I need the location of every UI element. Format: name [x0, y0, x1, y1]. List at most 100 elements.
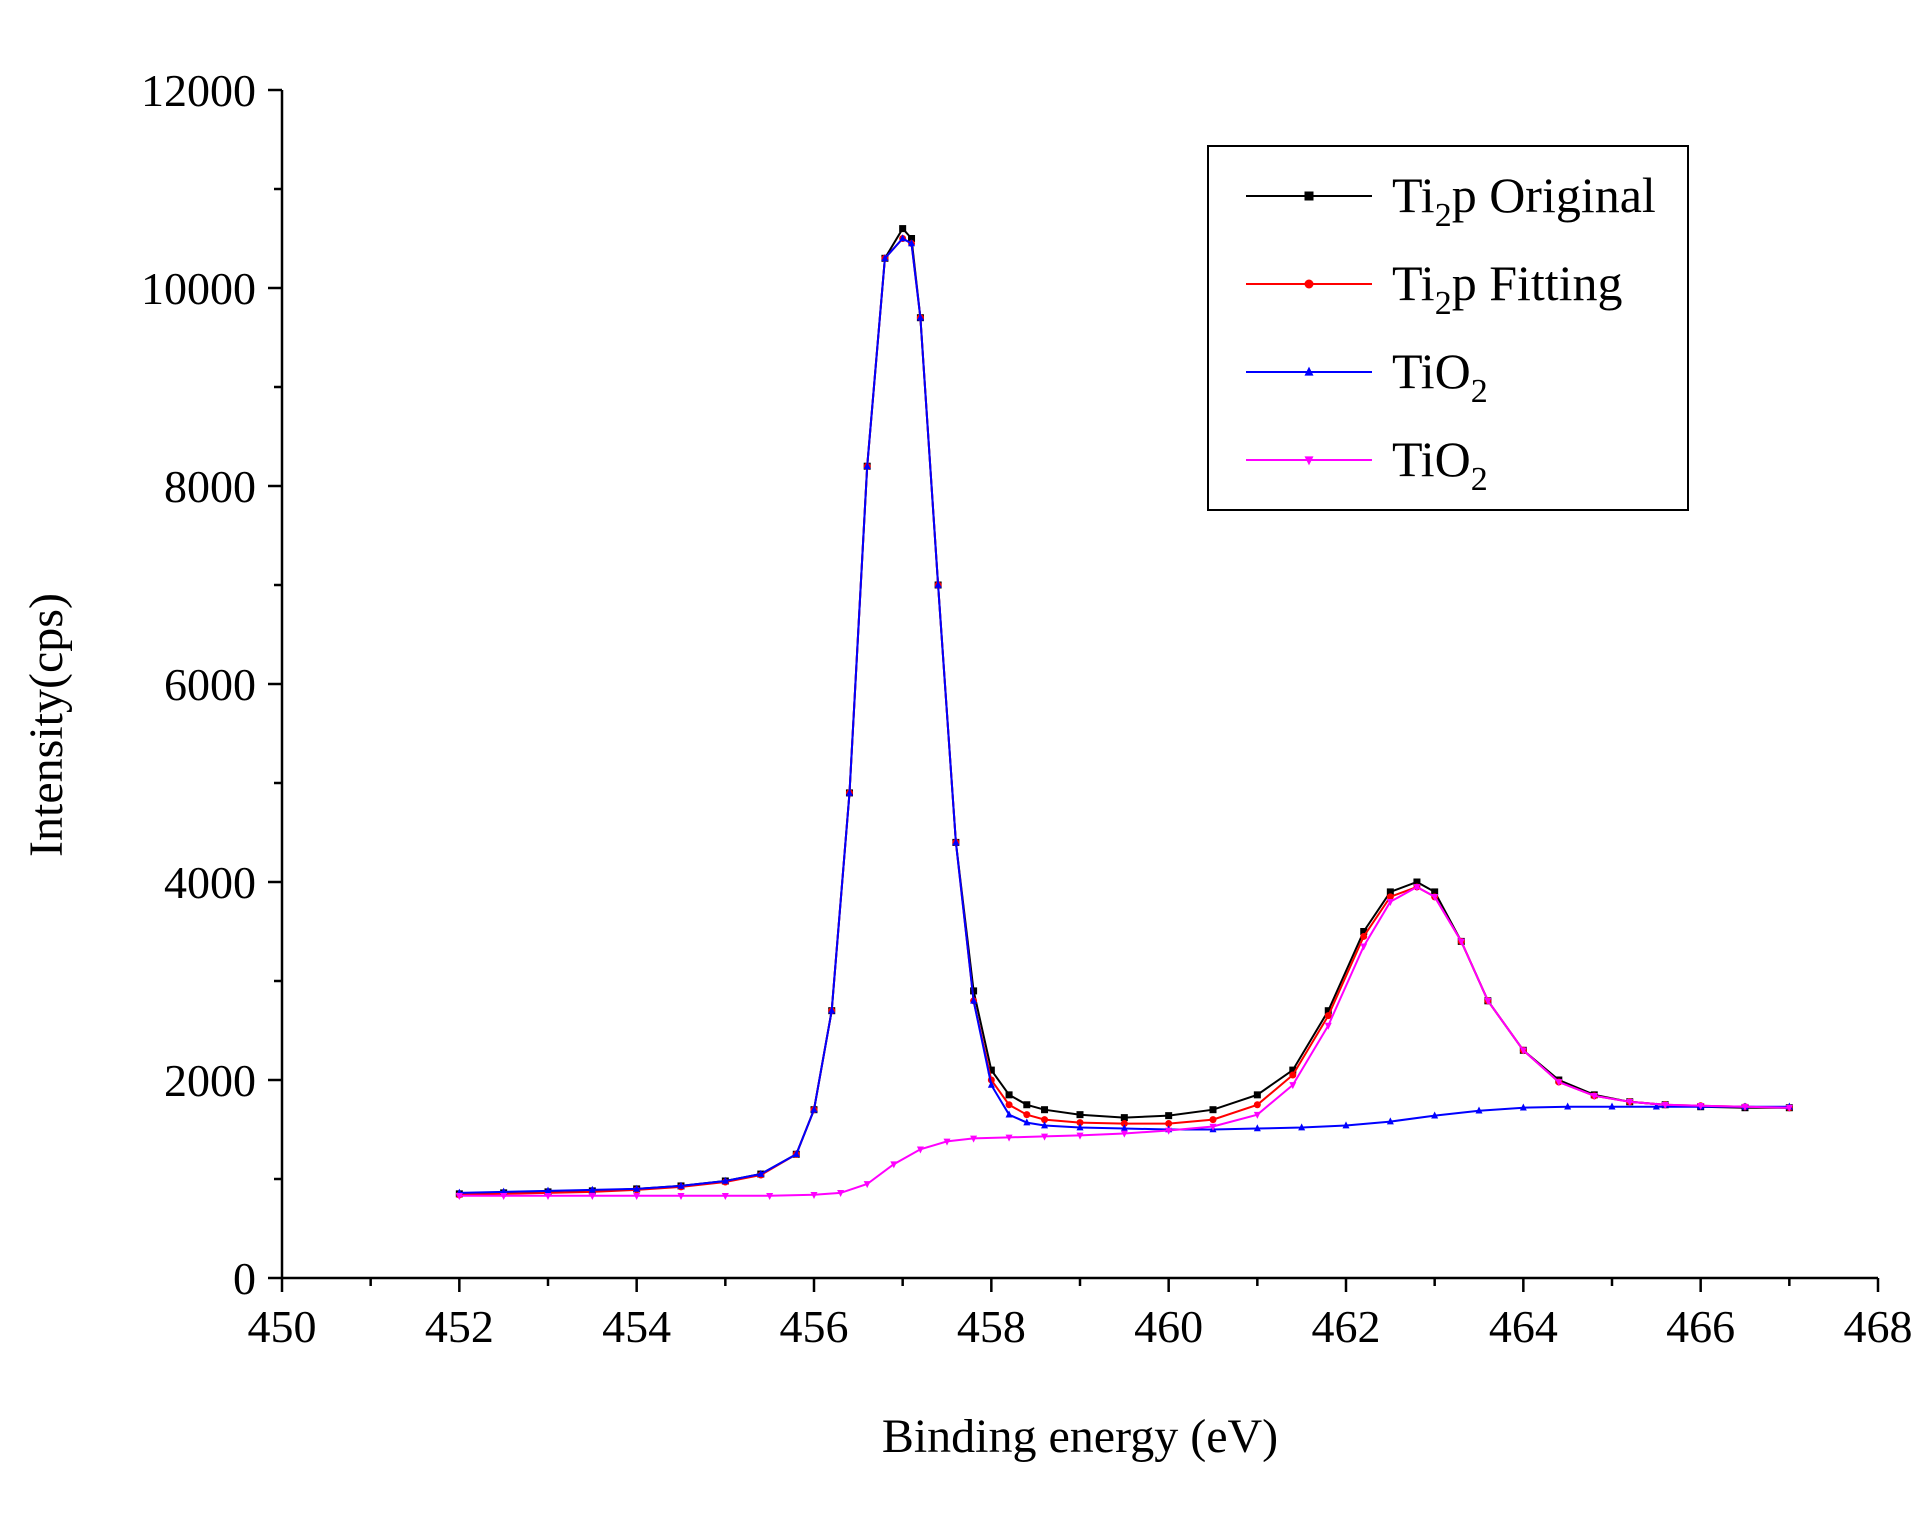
data-point — [987, 1066, 995, 1074]
x-tick-label: 452 — [425, 1301, 494, 1352]
data-point — [810, 1192, 818, 1200]
data-point — [1564, 1102, 1572, 1110]
data-point — [908, 235, 916, 242]
data-point — [1120, 1130, 1128, 1138]
x-tick-label: 450 — [248, 1301, 317, 1352]
data-point — [792, 1150, 800, 1158]
legend: Ti2p Original Ti2p Fitting TiO2 TiO2 — [1207, 145, 1689, 511]
data-point — [987, 1080, 995, 1088]
y-axis-title: Intensity(cps) — [20, 593, 73, 857]
legend-box — [1207, 145, 1689, 511]
data-point — [863, 1181, 871, 1189]
data-point — [1120, 1124, 1128, 1132]
data-point — [1785, 1104, 1793, 1112]
y-tick-label: 2000 — [164, 1055, 256, 1106]
data-point — [1431, 1111, 1439, 1119]
data-point — [1120, 1120, 1128, 1128]
data-point — [1289, 1066, 1297, 1074]
data-point — [633, 1184, 641, 1192]
data-point — [1342, 1121, 1350, 1129]
y-tick-label: 8000 — [164, 461, 256, 512]
data-point — [970, 1135, 978, 1143]
legend-label: Ti2p Fitting — [1392, 255, 1623, 322]
data-point — [1519, 1103, 1527, 1111]
data-point — [916, 1146, 924, 1154]
x-tick-label: 460 — [1134, 1301, 1203, 1352]
data-point — [1652, 1102, 1660, 1110]
data-point — [1076, 1132, 1084, 1140]
x-tick-label: 454 — [602, 1301, 671, 1352]
data-point — [677, 1193, 685, 1201]
data-point — [766, 1193, 774, 1201]
data-point — [1386, 899, 1394, 906]
data-point — [1741, 1103, 1749, 1111]
x-tick-label: 462 — [1312, 1301, 1381, 1352]
data-point — [721, 1193, 729, 1201]
series-layer — [455, 225, 1793, 1201]
x-ticks: 450 452 454 456 458 460 462 464 466 468 — [248, 1278, 1913, 1352]
data-point — [1324, 1007, 1332, 1015]
data-point — [952, 838, 960, 846]
series-line — [459, 885, 1790, 1197]
data-point — [1484, 998, 1492, 1005]
y-tick-label: 10000 — [141, 263, 256, 314]
data-point — [1023, 1111, 1031, 1119]
data-point — [1386, 888, 1394, 896]
legend-marker — [1304, 279, 1314, 289]
series-4 — [455, 884, 1793, 1201]
data-point — [1661, 1101, 1669, 1109]
legend-label: TiO2 — [1392, 431, 1488, 498]
y-tick-label: 12000 — [141, 65, 256, 116]
data-point — [1626, 1098, 1634, 1106]
x-tick-label: 456 — [780, 1301, 849, 1352]
data-point — [588, 1193, 596, 1201]
data-point — [863, 462, 871, 469]
data-point — [1608, 1102, 1616, 1110]
x-tick-label: 468 — [1844, 1301, 1913, 1352]
data-point — [1120, 1114, 1128, 1122]
data-point — [757, 1169, 765, 1177]
data-point — [845, 788, 853, 796]
x-axis-title: Binding energy (eV) — [882, 1410, 1278, 1463]
data-point — [1360, 943, 1368, 951]
data-point — [500, 1187, 508, 1195]
data-point — [970, 996, 978, 1004]
data-point — [916, 313, 924, 321]
data-point — [677, 1181, 685, 1189]
data-point — [1253, 1111, 1261, 1119]
data-point — [1023, 1118, 1031, 1126]
data-point — [1324, 1012, 1332, 1020]
y-ticks: 0 2000 4000 6000 8000 10000 12000 — [141, 65, 282, 1304]
data-point — [1209, 1116, 1217, 1124]
data-point — [588, 1185, 596, 1193]
data-point — [1165, 1120, 1173, 1128]
data-point — [908, 239, 916, 247]
data-point — [1005, 1134, 1013, 1142]
data-point — [1076, 1123, 1084, 1131]
data-point — [1005, 1091, 1013, 1099]
data-point — [1165, 1127, 1173, 1135]
data-point — [1413, 884, 1421, 892]
data-point — [1431, 888, 1439, 896]
data-point — [890, 1161, 898, 1169]
data-point — [1041, 1133, 1049, 1141]
legend-marker — [1304, 456, 1314, 466]
data-point — [1431, 894, 1439, 902]
data-point — [1519, 1047, 1527, 1055]
data-point — [721, 1176, 729, 1184]
data-point — [1386, 1117, 1394, 1125]
data-point — [1023, 1101, 1031, 1109]
y-tick-label: 6000 — [164, 659, 256, 710]
data-point — [1253, 1101, 1261, 1109]
data-point — [899, 225, 907, 233]
x-tick-label: 466 — [1666, 1301, 1735, 1352]
data-point — [1555, 1079, 1563, 1087]
data-point — [1253, 1124, 1261, 1132]
data-point — [837, 1190, 845, 1198]
y-tick-label: 4000 — [164, 857, 256, 908]
legend-marker — [1304, 191, 1314, 201]
data-point — [1289, 1071, 1297, 1079]
data-point — [810, 1105, 818, 1113]
data-point — [899, 234, 907, 242]
